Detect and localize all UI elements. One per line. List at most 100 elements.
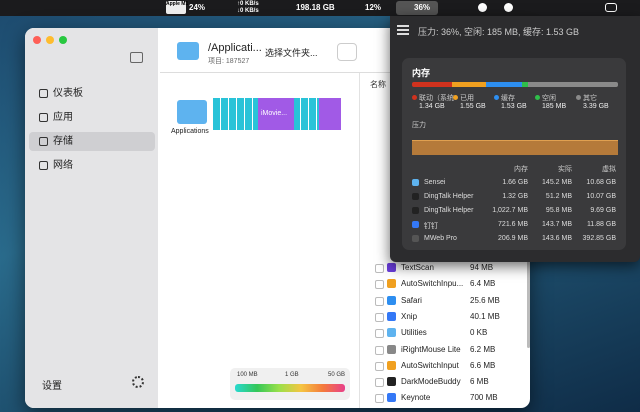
file-size: 0 KB (470, 328, 488, 338)
sidebar-label: 应用 (53, 112, 73, 123)
file-size: 6.4 MB (470, 279, 496, 289)
file-name: AutoSwitchInput (401, 360, 459, 370)
bar-segment (452, 82, 486, 87)
item-count: 项目: 187527 (208, 58, 250, 65)
memory-highlight[interactable] (396, 1, 438, 15)
checkbox[interactable] (375, 312, 384, 322)
column-header[interactable]: 名称 (370, 80, 386, 89)
theme-toggle[interactable] (132, 376, 144, 388)
sidebar-item[interactable]: 存储 (29, 132, 155, 151)
file-icon (387, 279, 396, 289)
file-row[interactable]: iRightMouse Lite 6.2 MB (369, 342, 519, 358)
process-memory: 1,022.7 MB (492, 207, 528, 214)
file-name: Utilities (401, 328, 427, 338)
file-row[interactable]: AutoSwitchInpu... 6.4 MB (369, 276, 519, 292)
scale-label: 100 MB (237, 372, 258, 378)
column-header: 虚拟 (602, 166, 616, 173)
sidebar-label: 存储 (53, 136, 73, 147)
refresh-button[interactable] (337, 43, 357, 61)
checkbox[interactable] (375, 280, 384, 290)
sidebar-item[interactable]: 网络 (29, 156, 155, 175)
process-virtual: 10.68 GB (586, 179, 616, 186)
file-size: 94 MB (470, 263, 494, 272)
control-center[interactable] (605, 3, 617, 12)
file-size: 40.1 MB (470, 311, 500, 321)
checkbox[interactable] (375, 345, 384, 355)
process-name[interactable]: 钉钉 (424, 223, 438, 230)
process-icon (412, 193, 419, 200)
legend-dot (576, 95, 581, 100)
file-size: 6 MB (470, 377, 489, 387)
process-real: 143.6 MB (542, 235, 572, 242)
checkbox[interactable] (375, 264, 384, 273)
sidebar-item[interactable]: 仪表板 (29, 84, 155, 103)
divider (160, 72, 530, 73)
net-down[interactable]: ↓0 KB/s (237, 8, 259, 14)
sidebar-icon (39, 161, 48, 170)
file-row[interactable]: TextScan 94 MB (369, 260, 519, 276)
file-size: 6.2 MB (470, 344, 496, 354)
legend-value: 1.53 GB (501, 103, 527, 110)
legend-label: 空闲 (542, 95, 556, 102)
checkbox[interactable] (375, 378, 384, 388)
treemap-block[interactable] (258, 98, 294, 130)
applications-label: Applications (171, 128, 209, 135)
file-row[interactable]: Safari 25.6 MB (369, 293, 519, 309)
process-virtual: 9.69 GB (590, 207, 616, 214)
file-size: 25.6 MB (470, 295, 500, 305)
legend-label: 联动（系统 (419, 95, 454, 102)
file-row[interactable]: AutoSwitchInput 6.6 MB (369, 358, 519, 374)
file-name: Safari (401, 295, 422, 305)
file-size: 700 MB (470, 393, 498, 403)
checkbox[interactable] (375, 296, 384, 306)
memory-usage[interactable]: 36% (414, 3, 431, 12)
process-name[interactable]: MWeb Pro (424, 235, 457, 242)
pressure-chart (412, 140, 618, 155)
file-row[interactable]: Keynote 700 MB (369, 390, 519, 406)
cpu-usage[interactable]: 24% (189, 3, 206, 12)
memory-bar (412, 82, 618, 87)
treemap-block[interactable] (319, 98, 341, 130)
zoom-button[interactable] (59, 36, 67, 44)
file-row[interactable]: Xnip 40.1 MB (369, 309, 519, 325)
choose-folder[interactable]: 选择文件夹... (265, 48, 318, 58)
file-row[interactable]: DarkModeBuddy 6 MB (369, 374, 519, 390)
checkbox[interactable] (375, 329, 384, 339)
status-icon[interactable] (478, 3, 487, 12)
bar-segment (528, 82, 618, 87)
file-icon (387, 344, 396, 354)
checkbox[interactable] (375, 394, 384, 404)
checkbox[interactable] (375, 361, 384, 371)
net-up[interactable]: ↑0 KB/s (237, 1, 259, 7)
file-name: TextScan (401, 263, 434, 272)
treemap-label: iMovie... (261, 110, 288, 117)
legend-label: 已用 (460, 95, 474, 102)
summary: 压力: 36%, 空闲: 185 MB, 缓存: 1.53 GB (418, 27, 580, 37)
process-name[interactable]: Sensei (424, 179, 446, 186)
sidebar-item[interactable]: 应用 (29, 108, 155, 127)
process-icon (412, 179, 419, 186)
chip-badge[interactable]: Apple M1 (166, 1, 188, 14)
settings[interactable]: 设置 (42, 381, 62, 392)
menu-bar: Apple M1 24% ↑0 KB/s ↓0 KB/s 198.18 GB 1… (0, 0, 640, 16)
bar-segment (486, 82, 522, 87)
sidebar-label: 网络 (53, 160, 73, 171)
minimize-button[interactable] (46, 36, 54, 44)
file-row[interactable]: Utilities 0 KB (369, 325, 519, 341)
file-icon (387, 311, 396, 321)
file-name: Keynote (401, 393, 431, 403)
process-icon (412, 235, 419, 242)
status-icon[interactable] (504, 3, 513, 12)
process-virtual: 10.07 GB (586, 193, 616, 200)
gpu-usage[interactable]: 12% (365, 3, 382, 12)
file-name: AutoSwitchInpu... (401, 279, 464, 289)
disk-usage[interactable]: 198.18 GB (296, 3, 335, 12)
menu-icon[interactable] (397, 25, 409, 27)
memory-popup: 压力: 36%, 空闲: 185 MB, 缓存: 1.53 GB 内存 压力 联… (390, 16, 640, 262)
sidebar-toggle[interactable] (130, 52, 143, 63)
close-button[interactable] (33, 36, 41, 44)
divider (359, 73, 360, 408)
process-name[interactable]: DingTalk Helper (424, 193, 474, 200)
process-name[interactable]: DingTalk Helper (424, 207, 474, 214)
